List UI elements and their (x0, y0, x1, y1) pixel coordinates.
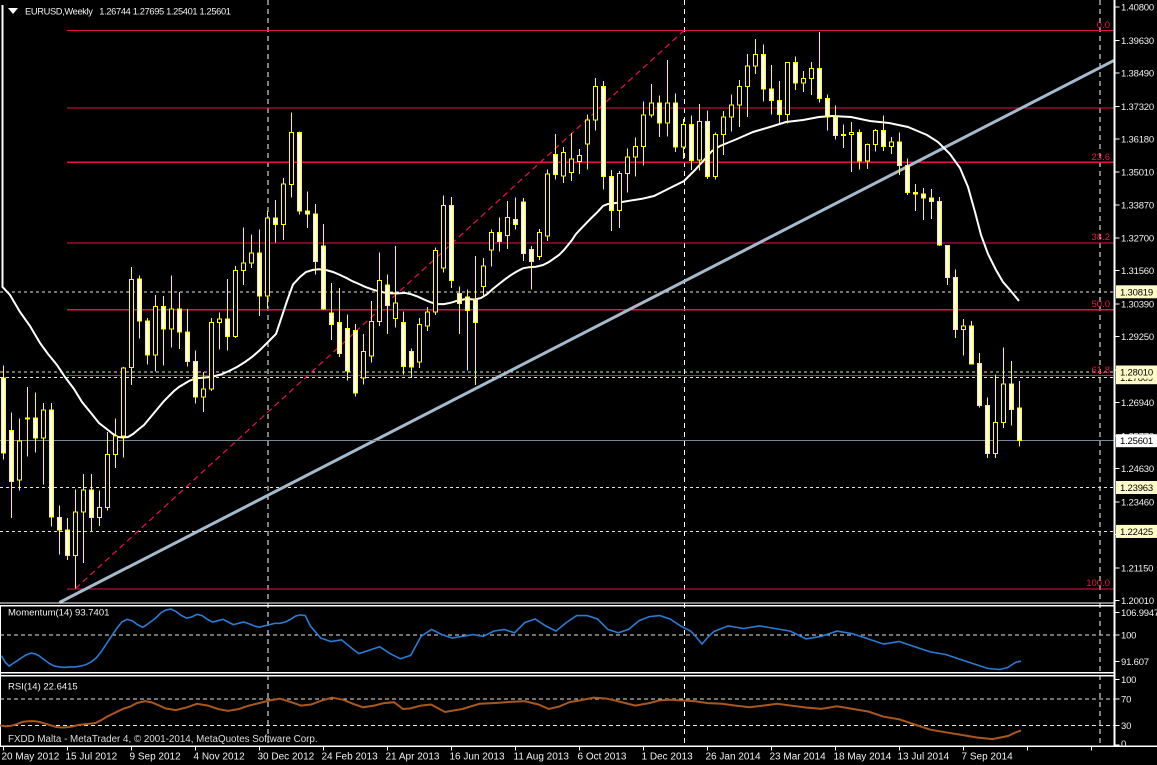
svg-text:1.22425: 1.22425 (1120, 527, 1153, 538)
svg-text:20 May 2012: 20 May 2012 (2, 752, 60, 763)
svg-text:30: 30 (1121, 721, 1131, 732)
svg-text:RSI(14) 22.6415: RSI(14) 22.6415 (8, 682, 78, 693)
svg-text:1.23963: 1.23963 (1120, 483, 1153, 494)
svg-text:100: 100 (1121, 675, 1136, 686)
svg-text:0.0: 0.0 (1097, 20, 1110, 31)
svg-text:6 Oct 2013: 6 Oct 2013 (578, 752, 627, 763)
svg-text:23 Mar 2014: 23 Mar 2014 (770, 752, 827, 763)
svg-text:24 Feb 2013: 24 Feb 2013 (322, 752, 379, 763)
svg-text:1.28010: 1.28010 (1120, 368, 1153, 379)
svg-text:100: 100 (1121, 630, 1136, 641)
svg-text:18 May 2014: 18 May 2014 (834, 752, 892, 763)
svg-text:38.2: 38.2 (1092, 232, 1111, 243)
svg-text:50.0: 50.0 (1092, 299, 1111, 310)
svg-text:1.27809: 1.27809 (1120, 373, 1153, 384)
svg-text:1.25601: 1.25601 (1120, 436, 1153, 447)
svg-text:1.24630: 1.24630 (1121, 464, 1154, 475)
svg-text:1.35010: 1.35010 (1121, 168, 1154, 179)
svg-text:Momentum(14) 93.7401: Momentum(14) 93.7401 (8, 608, 109, 619)
svg-text:1.30819: 1.30819 (1120, 287, 1153, 298)
svg-text:1.39630: 1.39630 (1121, 36, 1154, 47)
svg-text:13 Jul 2014: 13 Jul 2014 (898, 752, 950, 763)
svg-text:1 Dec 2013: 1 Dec 2013 (642, 752, 694, 763)
svg-text:1.36180: 1.36180 (1121, 134, 1154, 145)
svg-text:15 Jul 2012: 15 Jul 2012 (66, 752, 118, 763)
svg-text:26 Jan 2014: 26 Jan 2014 (706, 752, 761, 763)
svg-text:30 Dec 2012: 30 Dec 2012 (258, 752, 315, 763)
svg-text:11 Aug 2013: 11 Aug 2013 (514, 752, 570, 763)
svg-text:1.32700: 1.32700 (1121, 234, 1154, 245)
svg-text:70: 70 (1121, 695, 1131, 706)
svg-text:1.21150: 1.21150 (1121, 563, 1153, 574)
svg-text:1.38490: 1.38490 (1121, 68, 1154, 79)
svg-text:106.9947: 106.9947 (1121, 608, 1157, 619)
svg-text:9 Sep 2012: 9 Sep 2012 (130, 752, 182, 763)
svg-text:1.26940: 1.26940 (1121, 398, 1154, 409)
svg-text:0: 0 (1121, 739, 1126, 750)
svg-text:1.30390: 1.30390 (1121, 300, 1154, 311)
svg-text:1.31560: 1.31560 (1121, 266, 1154, 277)
svg-text:1.40800: 1.40800 (1121, 3, 1154, 14)
svg-text:FXDD Malta - MetaTrader 4, © 2: FXDD Malta - MetaTrader 4, © 2001-2014, … (8, 734, 318, 745)
svg-text:61.8: 61.8 (1092, 365, 1111, 376)
svg-text:21 Apr 2013: 21 Apr 2013 (386, 752, 440, 763)
svg-text:23.6: 23.6 (1092, 152, 1111, 163)
svg-text:1.33870: 1.33870 (1121, 200, 1154, 211)
svg-text:7 Sep 2014: 7 Sep 2014 (962, 752, 1014, 763)
svg-text:1.37320: 1.37320 (1121, 102, 1154, 113)
svg-text:91.607: 91.607 (1121, 657, 1149, 668)
svg-text:100.0: 100.0 (1086, 578, 1110, 589)
svg-text:EURUSD,Weekly 1.26744 1.2769: EURUSD,Weekly 1.26744 1.27695 1.25401 1.… (25, 7, 231, 17)
svg-text:1.29250: 1.29250 (1121, 332, 1154, 343)
svg-text:1.20010: 1.20010 (1121, 596, 1154, 607)
svg-text:1.23460: 1.23460 (1121, 497, 1154, 508)
svg-text:4 Nov 2012: 4 Nov 2012 (194, 752, 246, 763)
svg-text:16 Jun 2013: 16 Jun 2013 (450, 752, 505, 763)
